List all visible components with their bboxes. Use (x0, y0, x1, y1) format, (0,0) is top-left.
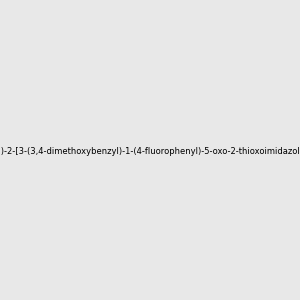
Text: N-(3-chlorophenyl)-2-[3-(3,4-dimethoxybenzyl)-1-(4-fluorophenyl)-5-oxo-2-thioxoi: N-(3-chlorophenyl)-2-[3-(3,4-dimethoxybe… (0, 147, 300, 156)
